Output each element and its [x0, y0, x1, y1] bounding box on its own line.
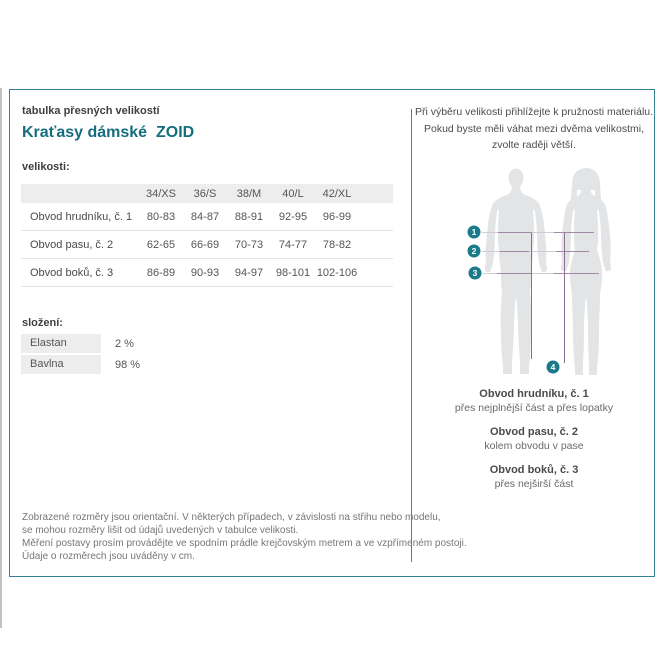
legend-item-chest: Obvod hrudníku, č. 1 přes nejplnější čás…: [412, 387, 656, 415]
table-row-waist: Obvod pasu, č. 2 62-65 66-69 70-73 74-77…: [21, 231, 393, 259]
row-label: Obvod boků, č. 3: [30, 266, 114, 279]
fit-advice-text: Při výběru velikosti přihlížejte k pružn…: [412, 104, 656, 154]
legend-item-hips: Obvod boků, č. 3 přes nejširší část: [412, 463, 656, 491]
column-header-42xl: 42/XL: [322, 187, 352, 200]
table-caption: tabulka přesných velikostí: [22, 105, 160, 117]
column-header-40l: 40/L: [282, 187, 304, 200]
row-label: Obvod pasu, č. 2: [30, 238, 114, 251]
marker-1-circle: [467, 225, 481, 239]
disclaimer-line: Zobrazené rozměry jsou orientační. V něk…: [22, 512, 441, 523]
measure-marker-height: 4: [546, 360, 560, 374]
size-cell: 102-106: [316, 266, 358, 279]
disclaimer-line: Údaje o rozměrech jsou uváděny v cm.: [22, 551, 195, 562]
height-measure-lines: [531, 232, 565, 363]
silhouettes-diagram: 1 2 3 4: [467, 168, 611, 375]
material-cell: Bavlna: [21, 355, 101, 374]
size-cell: 90-93: [190, 266, 220, 279]
size-chart-panel: tabulka přesných velikostí Kraťasy dámsk…: [9, 89, 655, 577]
composition-section-label: složení:: [22, 317, 63, 329]
table-row-hips: Obvod boků, č. 3 86-89 90-93 94-97 98-10…: [21, 259, 393, 287]
measurement-legend: Obvod hrudníku, č. 1 přes nejplnější čás…: [412, 387, 656, 501]
advice-line: Pokud byste měli váhat mezi dvěma veliko…: [423, 122, 644, 135]
disclaimer-text: Zobrazené rozměry jsou orientační. V něk…: [22, 511, 467, 563]
size-cell: 86-89: [146, 266, 176, 279]
measure-marker-hip: 3: [468, 266, 482, 280]
material-cell: Elastan: [21, 334, 101, 353]
marker-4-circle: [546, 360, 560, 374]
size-cell: 80-83: [146, 210, 176, 223]
row-label: Obvod hrudníku, č. 1: [30, 210, 133, 223]
size-cell: 98-101: [275, 266, 311, 279]
page-title: Kraťasy dámské ZOID: [22, 124, 195, 141]
percent-value: 2 %: [115, 337, 134, 350]
window-edge: [0, 88, 2, 628]
female-silhouette: [561, 168, 611, 375]
size-cell: 88-91: [234, 210, 264, 223]
size-cell: 70-73: [234, 238, 264, 251]
marker-2-circle: [467, 244, 481, 258]
legend-subtitle: kolem obvodu v pase: [484, 440, 584, 452]
advice-line: Při výběru velikosti přihlížejte k pružn…: [414, 106, 654, 118]
male-silhouette: [485, 168, 547, 374]
size-cell: 78-82: [322, 238, 352, 251]
vertical-divider: [411, 109, 412, 562]
measure-marker-waist: 2: [467, 244, 481, 258]
sizes-section-label: velikosti:: [22, 161, 70, 173]
percent-value: 98 %: [115, 358, 141, 371]
size-guide-figure: 1 2 3 4: [441, 166, 656, 381]
legend-title: Obvod hrudníku, č. 1: [479, 388, 589, 400]
size-table: 34/XS 36/S 38/M 40/L 42/XL Obvod hrudník…: [21, 184, 393, 287]
size-cell: 94-97: [234, 266, 264, 279]
size-cell: 74-77: [278, 238, 308, 251]
legend-title: Obvod boků, č. 3: [489, 464, 579, 476]
size-cell: 96-99: [322, 210, 352, 223]
legend-title: Obvod pasu, č. 2: [489, 426, 579, 438]
size-cell: 92-95: [278, 210, 308, 223]
legend-subtitle: přes nejplnější část a přes lopatky: [454, 402, 614, 414]
marker-3-circle: [468, 266, 482, 280]
measure-marker-chest: 1: [467, 225, 481, 239]
composition-row-elastan: Elastan 2 %: [21, 334, 140, 353]
size-table-header-row: 34/XS 36/S 38/M 40/L 42/XL: [21, 184, 393, 203]
marker-1-number: 1: [472, 227, 477, 237]
size-cell: 84-87: [190, 210, 220, 223]
marker-4-number: 4: [551, 362, 556, 372]
composition-row-bavlna: Bavlna 98 %: [21, 355, 140, 374]
legend-item-waist: Obvod pasu, č. 2 kolem obvodu v pase: [412, 425, 656, 453]
marker-3-number: 3: [473, 268, 478, 278]
column-header-36s: 36/S: [193, 187, 217, 200]
column-header-34xs: 34/XS: [146, 187, 176, 200]
advice-line: zvolte raději větší.: [491, 139, 577, 151]
composition-table: Elastan 2 % Bavlna 98 %: [21, 334, 140, 376]
legend-subtitle: přes nejširší část: [494, 478, 574, 490]
table-row-chest: Obvod hrudníku, č. 1 80-83 84-87 88-91 9…: [21, 203, 393, 231]
disclaimer-line: Měření postavy prosím provádějte ve spod…: [22, 538, 467, 549]
column-header-38m: 38/M: [236, 187, 262, 200]
measure-lines-purple: [497, 232, 599, 274]
disclaimer-line: se mohou rozměry lišit od údajů uvedenýc…: [22, 525, 299, 536]
size-cell: 66-69: [190, 238, 220, 251]
size-cell: 62-65: [146, 238, 176, 251]
marker-2-number: 2: [472, 246, 477, 256]
